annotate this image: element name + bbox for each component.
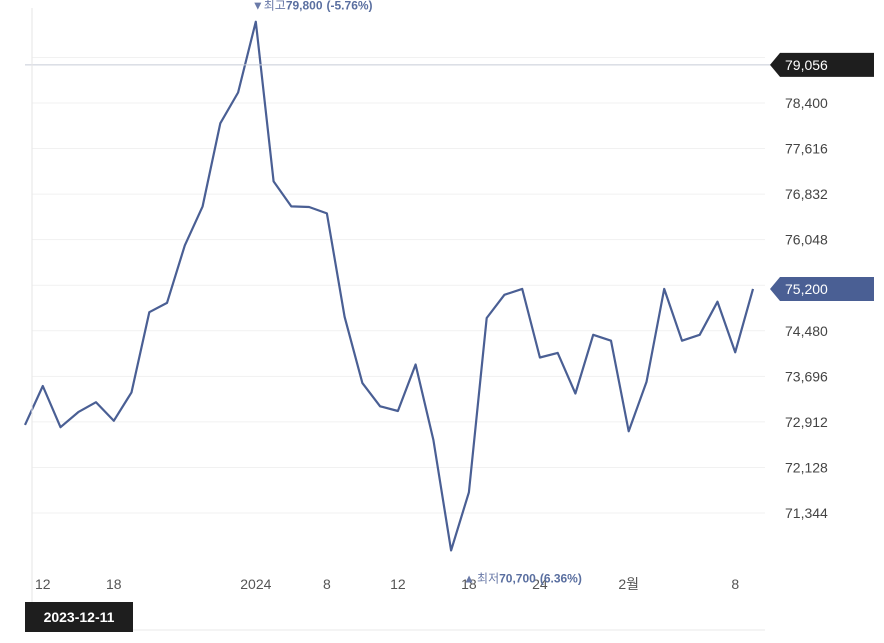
x-tick-label: 12 [35,576,51,592]
y-tick-label: 74,480 [785,323,828,339]
low-pct: (6.36%) [540,571,582,585]
high-marker: ▼ [252,0,264,13]
y-tick-label: 76,832 [785,186,828,202]
x-tick-label: 12 [390,576,406,592]
crosshair-date-box-bg [25,602,133,632]
high-annotation: ▼최고79,800 (-5.76%) [252,0,373,13]
high-label: 최고 [264,0,286,13]
low-marker: ▲ [463,571,475,585]
y-tick-label: 72,128 [785,459,828,475]
current-price-badge: 75,200 [770,276,874,301]
current-price-label: 75,200 [785,281,828,297]
high-value: 79,800 [286,0,323,13]
y-tick-label: 72,912 [785,414,828,430]
high-pct: (-5.76%) [327,0,373,13]
x-tick-label: 24 [532,576,548,592]
grid-lines [32,56,765,514]
x-tick-label: 8 [323,576,331,592]
x-tick-label: 2월 [618,576,639,592]
y-tick-label: 78,400 [785,95,828,111]
x-axis-ticks: 12 18 2024 8 12 18 24 2월 8 [35,576,739,592]
x-tick-label: 18 [461,576,477,592]
crosshair-badge-shape [770,52,874,77]
y-tick-label: 77,616 [785,141,828,157]
low-label: 최저 [477,571,499,585]
crosshair-date-box: 2023-12-11 [25,602,133,632]
price-series-line [23,20,755,552]
x-tick-label: 18 [106,576,122,592]
x-tick-label: 8 [731,576,739,592]
x-tick-label: 2024 [240,576,271,592]
current-badge-shape [770,276,874,301]
low-value: 70,700 [499,571,536,585]
crosshair-date-label: 2023-12-11 [44,609,115,625]
crosshair-price-badge: 79,056 [770,52,874,77]
crosshair-price-label: 79,056 [785,57,828,73]
low-annotation: ▲ 최저70,700 (6.36%) [463,571,582,585]
y-tick-label: 71,344 [785,505,828,521]
y-tick-label: 76,048 [785,232,828,248]
y-tick-label: 73,696 [785,368,828,384]
